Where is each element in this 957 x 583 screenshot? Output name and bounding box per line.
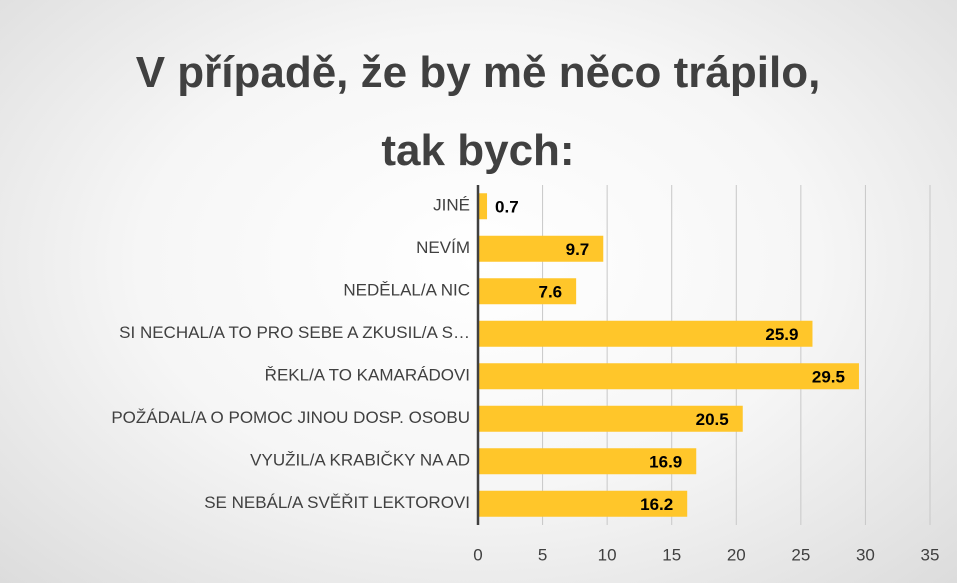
x-tick-label: 0 [473, 545, 482, 564]
y-tick-label: POŽÁDAL/A O POMOC JINOU DOSP. OSOBU [111, 408, 470, 427]
bar [478, 363, 859, 390]
y-tick-label: NEVÍM [416, 238, 470, 257]
x-tick-label: 35 [921, 545, 940, 564]
data-label: 20.5 [696, 410, 729, 429]
x-tick-label: 10 [598, 545, 617, 564]
bar [478, 320, 813, 347]
data-label: 25.9 [765, 325, 798, 344]
y-tick-label: SI NECHAL/A TO PRO SEBE A ZKUSIL/A S… [119, 323, 470, 342]
x-tick-label: 25 [791, 545, 810, 564]
y-tick-label: NEDĚLAL/A NIC [343, 281, 470, 300]
bar [478, 448, 697, 475]
bar [478, 490, 688, 517]
y-tick-label: VYUŽIL/A KRABIČKY NA AD [250, 451, 470, 470]
bar [478, 405, 743, 432]
y-tick-label: ŘEKL/A TO KAMARÁDOVI [265, 366, 470, 385]
data-label: 16.9 [649, 453, 682, 472]
bar [478, 235, 604, 262]
x-tick-label: 30 [856, 545, 875, 564]
x-tick-label: 5 [538, 545, 547, 564]
bar [478, 278, 577, 305]
chart-title: V případě, že by mě něco trápilo, tak by… [135, 48, 821, 175]
data-label: 9.7 [566, 240, 590, 259]
x-tick-label: 20 [727, 545, 746, 564]
y-tick-label: SE NEBÁL/A SVĚŘIT LEKTOROVI [204, 493, 470, 512]
data-label: 7.6 [539, 283, 563, 302]
x-tick-label: 15 [662, 545, 681, 564]
bar [478, 193, 488, 220]
data-label: 16.2 [640, 495, 673, 514]
data-label: 0.7 [495, 198, 519, 217]
y-tick-label: JINÉ [433, 196, 470, 215]
data-label: 29.5 [812, 368, 845, 387]
